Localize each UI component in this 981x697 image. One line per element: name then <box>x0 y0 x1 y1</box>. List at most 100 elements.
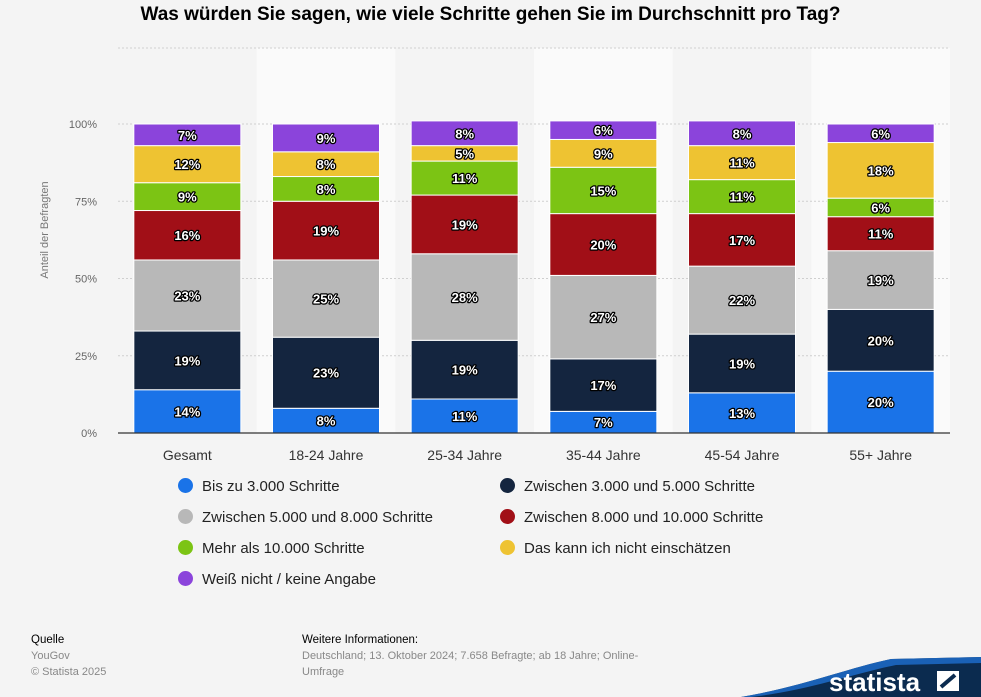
bar-segment <box>549 358 658 412</box>
bar-segment <box>410 120 519 147</box>
legend-item[interactable]: Zwischen 8.000 und 10.000 Schritte <box>500 509 763 526</box>
bar-segment <box>826 142 935 199</box>
legend-marker-icon <box>178 540 193 555</box>
y-tick-label: 0% <box>81 428 97 440</box>
footer-source: Quelle YouGov © Statista 2025 <box>31 632 106 680</box>
legend-item[interactable]: Weiß nicht / keine Angabe <box>178 571 376 588</box>
legend-marker-icon <box>178 478 193 493</box>
x-tick-label: 25-34 Jahre <box>427 447 502 463</box>
bar-segment <box>272 259 380 338</box>
bar-segment <box>133 123 242 147</box>
legend-item[interactable]: Zwischen 3.000 und 5.000 Schritte <box>500 478 755 495</box>
bar-segment <box>272 151 380 178</box>
data-label: 19% <box>868 273 894 288</box>
bar-segment <box>272 123 380 153</box>
data-label: 15% <box>590 183 616 198</box>
x-tick-label: 18-24 Jahre <box>289 447 364 463</box>
data-label: 22% <box>729 293 755 308</box>
data-label: 12% <box>174 157 200 172</box>
bar-segment <box>688 213 796 267</box>
x-tick-label: 55+ Jahre <box>849 447 912 463</box>
legend-item[interactable]: Mehr als 10.000 Schritte <box>178 540 365 557</box>
legend-label: Bis zu 3.000 Schritte <box>202 478 340 495</box>
data-label: 19% <box>174 353 200 368</box>
data-label: 13% <box>729 406 755 421</box>
data-label: 28% <box>452 290 478 305</box>
data-label: 16% <box>174 228 200 243</box>
data-label: 19% <box>313 224 339 239</box>
data-label: 8% <box>317 182 336 197</box>
info-line-2: Umfrage <box>302 666 345 678</box>
info-line-1: Deutschland; 13. Oktober 2024; 7.658 Bef… <box>302 650 639 662</box>
data-label: 6% <box>871 126 890 141</box>
data-label: 19% <box>452 363 478 378</box>
data-label: 7% <box>178 128 197 143</box>
bar-segment <box>549 120 658 140</box>
bar-segment <box>549 274 658 360</box>
data-label: 17% <box>590 378 616 393</box>
legend-item[interactable]: Das kann ich nicht einschätzen <box>500 540 731 557</box>
bar-segment <box>410 160 519 196</box>
data-label: 18% <box>868 163 894 178</box>
data-label: 11% <box>452 171 478 186</box>
data-label: 5% <box>455 146 474 161</box>
bar-segment <box>272 200 380 261</box>
bar-segment <box>410 253 519 341</box>
x-tick-label: 35-44 Jahre <box>566 447 641 463</box>
bar-segment <box>688 179 796 215</box>
bar-segment <box>133 389 242 434</box>
data-label: 8% <box>455 126 474 141</box>
data-label: 11% <box>868 227 894 242</box>
data-label: 19% <box>452 217 478 232</box>
copyright: © Statista 2025 <box>31 666 107 678</box>
data-label: 20% <box>590 238 616 253</box>
data-label: 23% <box>174 288 200 303</box>
data-label: 11% <box>729 190 755 205</box>
data-label: 6% <box>594 123 613 138</box>
data-label: 6% <box>871 200 890 215</box>
bar-segment <box>133 210 242 261</box>
data-label: 7% <box>594 415 613 430</box>
bar-segment <box>549 138 658 168</box>
data-label: 23% <box>313 366 339 381</box>
source-name: YouGov <box>31 650 70 662</box>
data-label: 20% <box>868 333 894 348</box>
legend-label: Mehr als 10.000 Schritte <box>202 540 365 557</box>
bar-segment <box>826 250 935 310</box>
chart-title: Was würden Sie sagen, wie viele Schritte… <box>140 4 841 25</box>
data-label: 9% <box>178 190 197 205</box>
bar-segment <box>688 333 796 394</box>
source-heading: Quelle <box>31 634 65 646</box>
y-axis-label: Anteil der Befragten <box>39 181 51 278</box>
legend-marker-icon <box>500 540 515 555</box>
bar-segment <box>688 265 796 335</box>
data-label: 9% <box>594 146 613 161</box>
data-label: 20% <box>868 395 894 410</box>
y-tick-label: 50% <box>75 274 97 286</box>
legend-label: Das kann ich nicht einschätzen <box>524 540 731 557</box>
legend-item[interactable]: Bis zu 3.000 Schritte <box>178 478 340 495</box>
y-tick-label: 75% <box>75 196 97 208</box>
x-tick-label: 45-54 Jahre <box>705 447 780 463</box>
data-label: 27% <box>590 310 616 325</box>
y-tick-label: 100% <box>69 119 97 131</box>
bar-segment <box>826 216 935 252</box>
statista-logo[interactable]: statista <box>741 657 981 697</box>
stacked-bar-chart: 0% 25% 50% 75% 100% Anteil der Befragten 14% 19… <box>39 47 950 463</box>
bar-segment <box>688 120 796 147</box>
y-tick-label: 25% <box>75 351 97 363</box>
bar-segment <box>826 370 935 434</box>
bar-segment <box>133 182 242 212</box>
data-label: 11% <box>452 409 478 424</box>
data-label: 17% <box>729 233 755 248</box>
legend-marker-icon <box>500 509 515 524</box>
bar-segment <box>826 123 935 144</box>
legend-marker-icon <box>500 478 515 493</box>
legend-label: Zwischen 8.000 und 10.000 Schritte <box>524 509 764 526</box>
bar-segment <box>133 330 242 391</box>
data-label: 8% <box>733 126 752 141</box>
data-label: 11% <box>729 156 755 171</box>
bar-segment <box>410 339 519 400</box>
legend-item[interactable]: Zwischen 5.000 und 8.000 Schritte <box>178 509 433 526</box>
info-heading: Weitere Informationen: <box>302 634 419 646</box>
